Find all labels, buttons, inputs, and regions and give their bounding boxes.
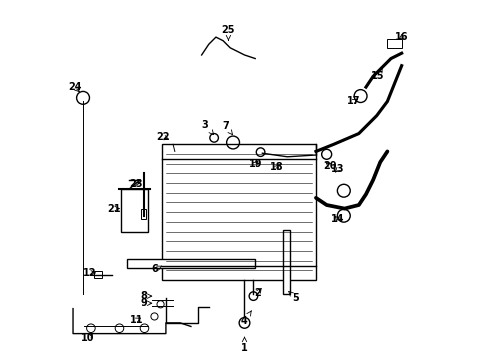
Text: 3: 3 [202, 120, 213, 135]
Bar [141, 208, 146, 219]
Text: 5: 5 [288, 291, 298, 303]
Text: 11: 11 [130, 315, 143, 325]
Text: 10: 10 [81, 333, 95, 343]
Text: 1: 1 [241, 337, 247, 353]
Bar [94, 271, 102, 278]
Text: 23: 23 [128, 179, 142, 189]
Text: 16: 16 [394, 32, 407, 42]
Text: 4: 4 [241, 311, 251, 326]
Text: 8: 8 [140, 291, 151, 301]
Bar [126, 258, 255, 267]
Text: 24: 24 [68, 82, 81, 92]
Text: 22: 22 [156, 132, 169, 142]
Text: 2: 2 [254, 288, 261, 297]
Text: 13: 13 [331, 164, 344, 174]
Text: 21: 21 [107, 203, 121, 213]
Text: 20: 20 [323, 161, 336, 171]
Bar [162, 144, 315, 280]
Text: 12: 12 [83, 268, 97, 278]
Text: 18: 18 [269, 162, 283, 172]
Text: 14: 14 [331, 214, 344, 224]
Text: 17: 17 [346, 96, 360, 107]
Bar [386, 39, 401, 48]
Bar [283, 230, 289, 294]
Text: 15: 15 [370, 68, 384, 81]
Bar [121, 189, 148, 232]
Text: 19: 19 [248, 159, 262, 169]
Text: 25: 25 [221, 25, 235, 41]
Text: 9: 9 [140, 298, 151, 308]
Text: 7: 7 [222, 121, 232, 135]
Text: 6: 6 [151, 264, 162, 274]
